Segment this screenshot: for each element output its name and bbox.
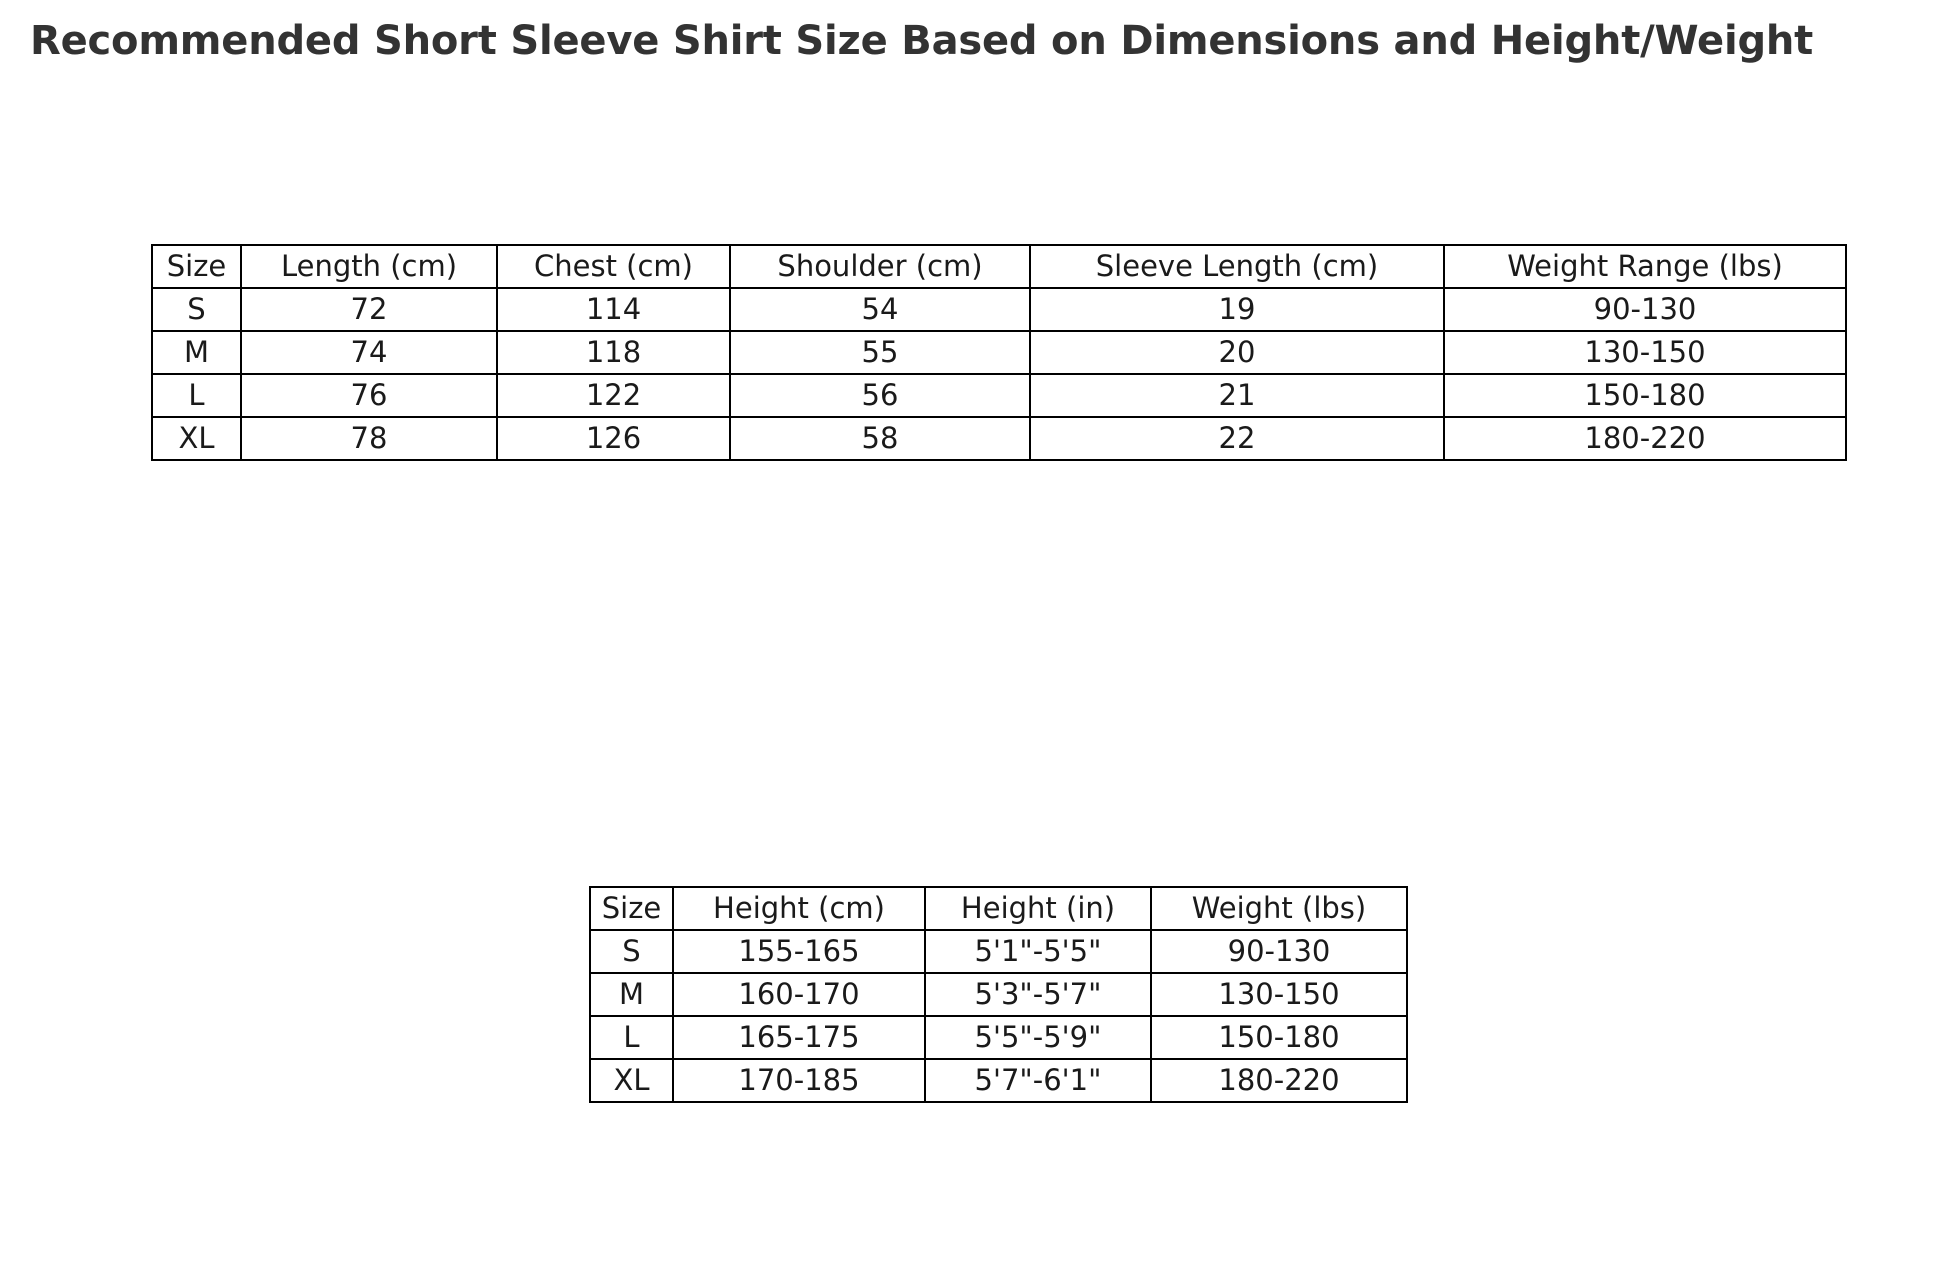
- column-header-chest: Chest (cm): [496, 244, 731, 289]
- cell-shoulder: 54: [729, 287, 1031, 332]
- table-row: M 74 118 55 20 130-150: [151, 330, 1847, 375]
- table-row: L 165-175 5'5"-5'9" 150-180: [589, 1015, 1408, 1060]
- cell-shoulder: 55: [729, 330, 1031, 375]
- cell-height-cm: 165-175: [672, 1015, 926, 1060]
- table-row: L 76 122 56 21 150-180: [151, 373, 1847, 418]
- cell-size: XL: [589, 1058, 674, 1103]
- column-header-sleeve-length: Sleeve Length (cm): [1029, 244, 1445, 289]
- cell-height-cm: 155-165: [672, 929, 926, 974]
- cell-weight: 90-130: [1150, 929, 1408, 974]
- cell-height-in: 5'7"-6'1": [924, 1058, 1152, 1103]
- cell-chest: 118: [496, 330, 731, 375]
- cell-weight-range: 130-150: [1443, 330, 1847, 375]
- cell-sleeve-length: 19: [1029, 287, 1445, 332]
- cell-sleeve-length: 22: [1029, 416, 1445, 461]
- table-header-row: Size Length (cm) Chest (cm) Shoulder (cm…: [151, 244, 1847, 289]
- cell-chest: 114: [496, 287, 731, 332]
- height-weight-table: Size Height (cm) Height (in) Weight (lbs…: [589, 886, 1408, 1103]
- cell-size: M: [151, 330, 242, 375]
- column-header-height-cm: Height (cm): [672, 886, 926, 931]
- table-row: XL 78 126 58 22 180-220: [151, 416, 1847, 461]
- column-header-length: Length (cm): [240, 244, 498, 289]
- column-header-weight: Weight (lbs): [1150, 886, 1408, 931]
- cell-size: XL: [151, 416, 242, 461]
- column-header-weight-range: Weight Range (lbs): [1443, 244, 1847, 289]
- shirt-dimensions-table: Size Length (cm) Chest (cm) Shoulder (cm…: [151, 244, 1847, 461]
- cell-height-cm: 160-170: [672, 972, 926, 1017]
- cell-weight: 150-180: [1150, 1015, 1408, 1060]
- cell-length: 74: [240, 330, 498, 375]
- cell-length: 78: [240, 416, 498, 461]
- column-header-size: Size: [151, 244, 242, 289]
- cell-shoulder: 58: [729, 416, 1031, 461]
- table-row: S 72 114 54 19 90-130: [151, 287, 1847, 332]
- cell-weight: 130-150: [1150, 972, 1408, 1017]
- cell-weight-range: 90-130: [1443, 287, 1847, 332]
- cell-height-in: 5'3"-5'7": [924, 972, 1152, 1017]
- table-row: M 160-170 5'3"-5'7" 130-150: [589, 972, 1408, 1017]
- cell-weight-range: 150-180: [1443, 373, 1847, 418]
- table-row: S 155-165 5'1"-5'5" 90-130: [589, 929, 1408, 974]
- cell-length: 72: [240, 287, 498, 332]
- column-header-shoulder: Shoulder (cm): [729, 244, 1031, 289]
- page-title: Recommended Short Sleeve Shirt Size Base…: [30, 18, 1814, 64]
- cell-weight: 180-220: [1150, 1058, 1408, 1103]
- table-row: XL 170-185 5'7"-6'1" 180-220: [589, 1058, 1408, 1103]
- cell-weight-range: 180-220: [1443, 416, 1847, 461]
- cell-chest: 126: [496, 416, 731, 461]
- cell-sleeve-length: 20: [1029, 330, 1445, 375]
- cell-length: 76: [240, 373, 498, 418]
- cell-shoulder: 56: [729, 373, 1031, 418]
- column-header-size: Size: [589, 886, 674, 931]
- cell-size: L: [589, 1015, 674, 1060]
- cell-size: L: [151, 373, 242, 418]
- cell-size: S: [151, 287, 242, 332]
- cell-sleeve-length: 21: [1029, 373, 1445, 418]
- cell-height-in: 5'1"-5'5": [924, 929, 1152, 974]
- table-header-row: Size Height (cm) Height (in) Weight (lbs…: [589, 886, 1408, 931]
- cell-height-cm: 170-185: [672, 1058, 926, 1103]
- cell-size: M: [589, 972, 674, 1017]
- column-header-height-in: Height (in): [924, 886, 1152, 931]
- cell-height-in: 5'5"-5'9": [924, 1015, 1152, 1060]
- cell-size: S: [589, 929, 674, 974]
- cell-chest: 122: [496, 373, 731, 418]
